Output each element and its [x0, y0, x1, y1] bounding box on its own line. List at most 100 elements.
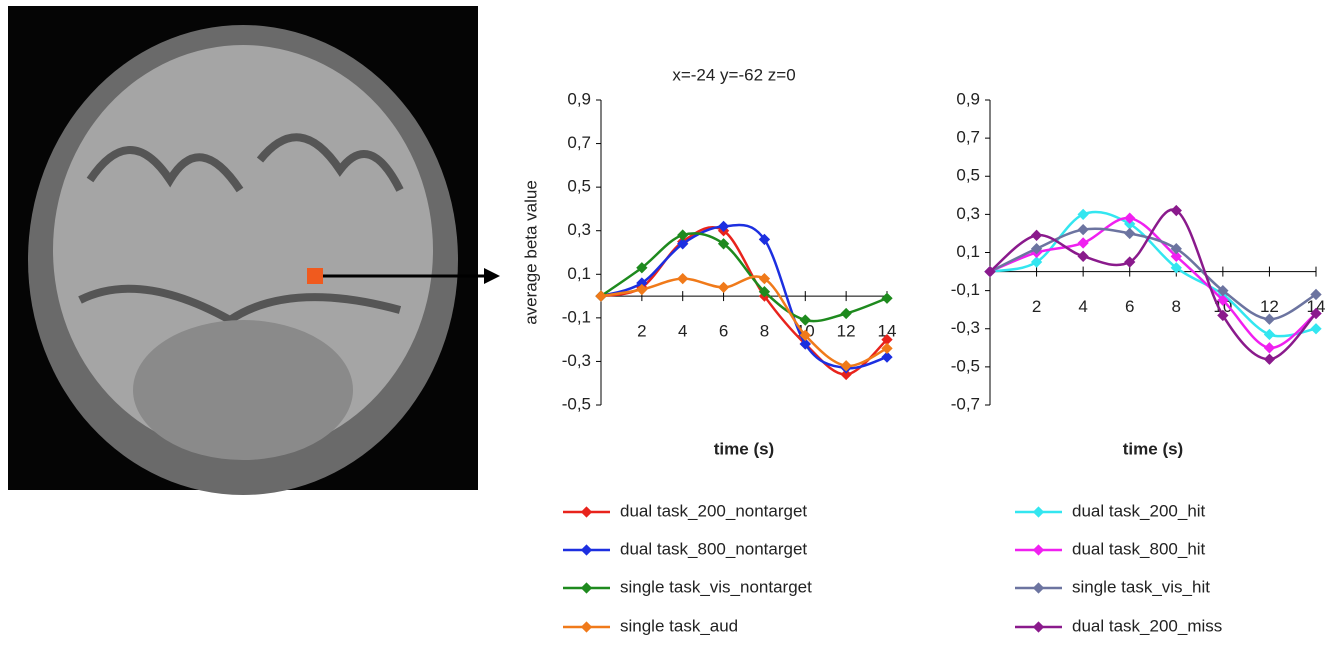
y-tick-label: 0,3	[567, 220, 591, 239]
y-tick-label: 0,3	[956, 204, 980, 223]
x-tick-label: 6	[1125, 297, 1134, 316]
x-tick-label: 14	[1307, 297, 1326, 316]
data-point	[1310, 288, 1322, 301]
data-point	[1030, 243, 1043, 255]
data-point	[758, 233, 771, 246]
legend-marker	[580, 582, 593, 594]
series-line	[600, 226, 888, 376]
data-point	[636, 262, 648, 274]
data-point	[1217, 284, 1229, 297]
x-tick-label: 14	[878, 322, 897, 341]
brain-sulci	[78, 133, 404, 325]
data-point	[1170, 250, 1182, 262]
y-tick-label: -0,1	[562, 307, 591, 326]
data-point	[840, 360, 852, 372]
data-point	[1077, 237, 1089, 249]
data-point	[840, 368, 852, 381]
roi-marker	[307, 268, 323, 284]
y-tick-label: -0,5	[562, 394, 591, 413]
y-tick-label: 0,7	[956, 128, 980, 147]
data-point	[677, 238, 689, 250]
legend-label: dual task_200_nontarget	[620, 501, 807, 520]
x-tick-label: 12	[1260, 297, 1279, 316]
data-point	[881, 342, 893, 355]
data-point	[1124, 212, 1136, 224]
data-point	[1124, 256, 1136, 268]
legend-marker	[580, 544, 593, 556]
legend-label: single task_aud	[620, 616, 738, 635]
x-tick-label: 6	[719, 322, 728, 341]
legend-label: dual task_200_miss	[1072, 616, 1222, 635]
y-tick-label: -0,3	[951, 318, 980, 337]
data-point	[1077, 208, 1089, 221]
x-tick-label: 8	[1172, 297, 1181, 316]
x-tick-label: 12	[837, 322, 856, 341]
data-point	[799, 329, 811, 341]
legend-marker	[580, 506, 593, 518]
y-tick-label: 0,7	[567, 133, 591, 152]
y-tick-label: 0,9	[956, 89, 980, 108]
data-point	[1030, 229, 1043, 242]
legend-label: dual task_800_hit	[1072, 539, 1206, 558]
data-point	[1263, 328, 1276, 341]
data-point	[1217, 309, 1229, 322]
data-point	[799, 314, 811, 326]
x-tick-label: 4	[1078, 297, 1087, 316]
data-point	[636, 277, 648, 289]
x-tick-label: 2	[637, 322, 646, 341]
data-point	[758, 272, 771, 285]
data-point	[799, 338, 811, 350]
arrowhead	[484, 268, 500, 284]
data-point	[1310, 307, 1322, 320]
legend-marker	[1032, 544, 1045, 556]
data-point	[1124, 227, 1136, 240]
y-tick-label: 0,5	[956, 166, 980, 185]
legend-label: dual task_200_hit	[1072, 501, 1206, 520]
chart-title: x=-24 y=-62 z=0	[672, 65, 795, 84]
x-axis-label: time (s)	[1123, 439, 1183, 458]
data-point	[1310, 323, 1322, 335]
x-tick-label: 10	[1213, 297, 1232, 316]
legend-marker	[580, 621, 593, 633]
y-tick-label: 0,1	[956, 242, 980, 261]
series-line	[600, 223, 888, 370]
y-tick-label: 0,1	[567, 264, 591, 283]
x-axis-label: time (s)	[714, 439, 774, 458]
legend-marker	[1032, 621, 1045, 633]
x-tick-label: 2	[1032, 297, 1041, 316]
data-point	[840, 307, 852, 320]
data-point	[1170, 262, 1182, 274]
data-point	[1124, 218, 1136, 230]
data-point	[717, 281, 730, 294]
data-point	[677, 229, 689, 241]
data-point	[1170, 243, 1182, 255]
data-point	[677, 272, 689, 285]
data-point	[1263, 353, 1276, 365]
brain-tissue	[53, 45, 433, 455]
data-point	[636, 283, 648, 296]
data-point	[1170, 204, 1182, 217]
data-point	[758, 286, 771, 298]
data-point	[881, 333, 893, 346]
data-point	[1263, 342, 1276, 354]
y-tick-label: -0,5	[951, 356, 980, 375]
data-point	[1077, 223, 1089, 236]
series-line	[600, 232, 888, 323]
legend-label: single task_vis_nontarget	[620, 577, 812, 596]
data-point	[717, 220, 730, 233]
y-tick-label: -0,3	[562, 351, 591, 370]
data-point	[1263, 313, 1276, 325]
series-line	[989, 210, 1317, 338]
data-point	[1030, 256, 1043, 268]
data-point	[595, 290, 607, 302]
y-tick-label: 0,5	[567, 177, 591, 196]
legend-label: dual task_800_nontarget	[620, 539, 807, 558]
data-point	[881, 292, 893, 304]
legend-marker	[1032, 506, 1045, 518]
x-tick-label: 4	[678, 322, 687, 341]
cerebellum	[133, 320, 353, 460]
x-tick-label: 8	[760, 322, 769, 341]
data-point	[1077, 250, 1089, 262]
legend-marker	[1032, 582, 1045, 594]
